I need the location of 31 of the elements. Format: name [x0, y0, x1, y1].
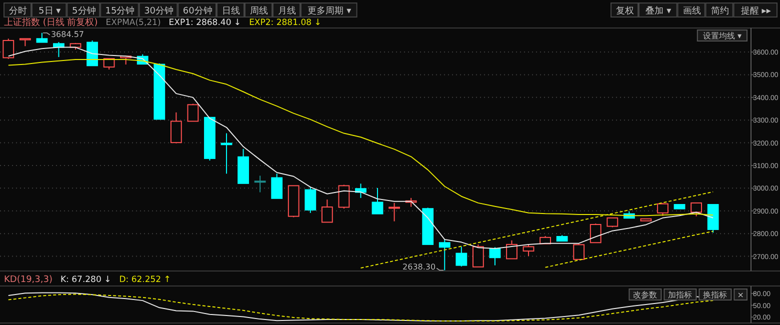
text: EXP1: 2868.40 ↓ — [168, 18, 242, 28]
text: 30分钟 — [144, 6, 174, 16]
series-label: D: 62.252 ↑ — [119, 275, 171, 285]
annotation: 设置均线 ▾ — [702, 32, 742, 40]
annotation: 2638.30 — [402, 262, 436, 272]
series-label: K: 67.280 ↓ — [60, 275, 112, 285]
text: 简约 — [710, 6, 729, 16]
text: 更多周期 ▾ — [308, 6, 352, 16]
text: 分时 — [9, 6, 27, 16]
annotation: 3684.57 — [50, 30, 84, 39]
text: 日线 — [222, 6, 240, 16]
chart-title: KD(19,3,3) — [4, 275, 52, 285]
candlestick — [254, 175, 266, 193]
text: 复权 — [616, 6, 634, 16]
annotation: 改参数 — [633, 290, 658, 300]
annotation: 加指标 — [668, 290, 692, 300]
chart-subtitle: EXPMA(5,21) — [106, 18, 161, 28]
text: 月线 — [278, 6, 296, 16]
annotation: 换指标 — [703, 290, 728, 300]
text: 15分钟 — [105, 6, 135, 16]
text: 提醒 ▸▸ — [740, 6, 772, 16]
text: 60分钟 — [182, 6, 212, 16]
text: 5分钟 — [72, 6, 96, 16]
text: 叠加 ▾ — [646, 6, 672, 16]
text: EXP2: 2881.08 ↓ — [249, 18, 322, 28]
chart-title: 上证指数 (日线 前复权) — [4, 17, 98, 28]
line-series — [544, 230, 714, 268]
text: 画线 — [682, 6, 701, 16]
text: 5日 ▾ — [38, 6, 62, 16]
text: 周线 — [250, 6, 268, 16]
text: × — [737, 290, 744, 300]
